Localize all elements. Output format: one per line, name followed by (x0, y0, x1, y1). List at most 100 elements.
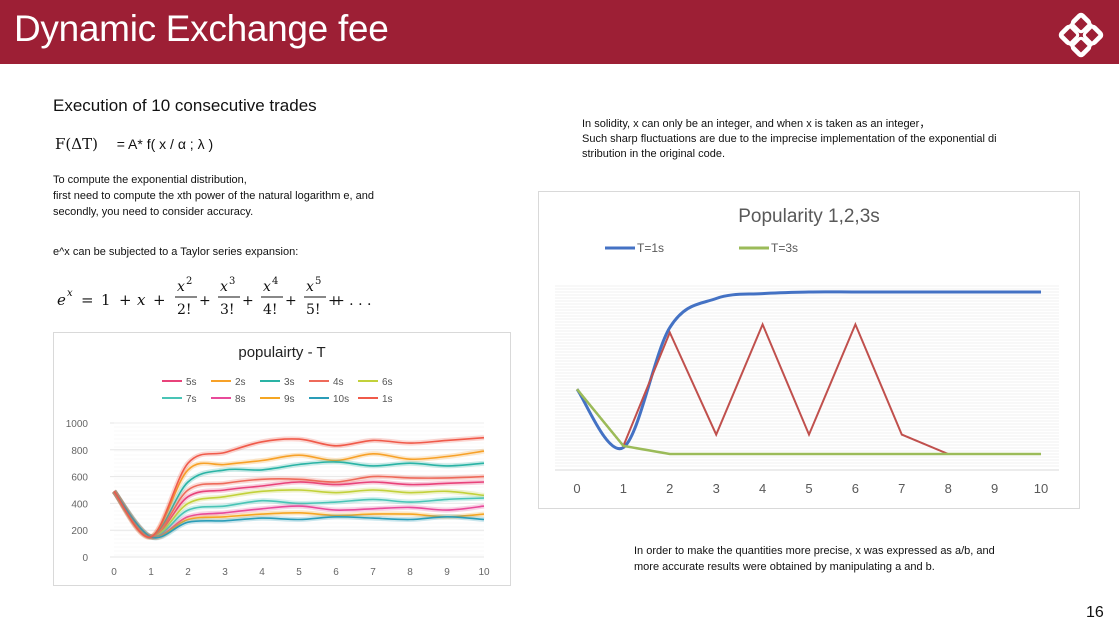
taylor-one: 1 (101, 291, 111, 309)
y-tick-label: 800 (71, 446, 88, 457)
legend-label: 10s (333, 394, 349, 405)
taylor-term-den: 4! (263, 302, 278, 318)
taylor-plus: + (285, 293, 297, 309)
legend-label: 8s (235, 394, 246, 405)
x-tick-label: 5 (805, 481, 812, 496)
series-line-7s (113, 490, 485, 538)
series-line-t3s (576, 388, 1041, 456)
taylor-equals: = (81, 291, 94, 309)
x-tick-label: 3 (222, 567, 228, 578)
y-tick-label: 200 (71, 526, 88, 537)
taylor-intro: e^x can be subjected to a Taylor series … (53, 246, 299, 258)
taylor-term-base: x (263, 279, 271, 295)
note-line: Such sharp fluctuations are due to the i… (582, 133, 997, 145)
taylor-lhs-exp: x (67, 288, 73, 299)
taylor-term-exp: 5 (315, 276, 321, 287)
y-tick-label: 1000 (66, 419, 89, 430)
solidity-note: In solidity, x can only be an integer, a… (582, 117, 997, 162)
chart-title: populairty - T (238, 344, 325, 361)
popularity-123s-chart: Popularity 1,2,3s T=1s T=3s 0 1 2 3 4 5 6 7 8 9 10 (538, 191, 1080, 509)
x-tick-label: 4 (259, 567, 265, 578)
taylor-term-base: x (306, 279, 314, 295)
taylor-plus: + (328, 293, 340, 309)
popularity-t-chart: populairty - T 5s 2s 3s 4s 6s 7s 8s 9s 10s 1s 0 200 4… (53, 332, 511, 586)
series-line-1s (113, 436, 485, 538)
taylor-plus: + (242, 293, 254, 309)
section-subtitle: Execution of 10 consecutive trades (53, 96, 317, 115)
x-tick-label: 2 (666, 481, 673, 496)
series-line-8s (113, 490, 485, 539)
legend-label: T=3s (771, 241, 798, 255)
taylor-term-den: 5! (306, 302, 321, 318)
x-tick-label: 3 (713, 481, 720, 496)
x-tick-label: 6 (333, 567, 339, 578)
x-tick-label: 9 (991, 481, 998, 496)
fee-formula: F(ΔT) = A* f( x / α ; λ ) (55, 135, 213, 153)
intro-line: To compute the exponential distribution, (53, 174, 247, 186)
header-bar: Dynamic Exchange fee (0, 0, 1119, 64)
intro-line: first need to compute the xth power of t… (53, 190, 375, 202)
taylor-ellipsis: + . . . (333, 293, 371, 309)
series-line-4s (113, 475, 485, 538)
taylor-term-exp: 4 (272, 276, 278, 287)
precision-line: In order to make the quantities more pre… (634, 545, 995, 557)
legend-label: 9s (284, 394, 295, 405)
y-tick-label: 0 (82, 553, 88, 564)
x-tick-label: 10 (1034, 481, 1048, 496)
taylor-plus: + (199, 293, 211, 309)
x-tick-label: 6 (852, 481, 859, 496)
x-tick-label: 1 (620, 481, 627, 496)
taylor-x: x (137, 291, 146, 309)
series-line-6s (113, 489, 485, 538)
taylor-term-base: x (220, 279, 228, 295)
x-tick-label: 4 (759, 481, 766, 496)
popularity-t-chart-svg: populairty - T 5s 2s 3s 4s 6s 7s 8s 9s 10s 1s 0 200 4… (66, 344, 490, 578)
x-tick-label: 0 (573, 481, 580, 496)
taylor-term-den: 3! (220, 302, 235, 318)
x-tick-label: 8 (407, 567, 413, 578)
x-tick-label: 8 (945, 481, 952, 496)
x-tick-label: 7 (898, 481, 905, 496)
y-tick-label: 600 (71, 473, 88, 484)
y-tick-label: 400 (71, 499, 88, 510)
legend-label: T=1s (637, 241, 664, 255)
legend-label: 5s (186, 377, 197, 388)
series-line-10s (113, 490, 485, 539)
taylor-term-den: 2! (177, 302, 192, 318)
series-line-3s (113, 461, 485, 538)
popularity-123s-chart-svg: Popularity 1,2,3s T=1s T=3s 0 1 2 3 4 5 6 7 8 9 10 (555, 206, 1059, 496)
slide-title: Dynamic Exchange fee (14, 8, 389, 49)
legend-label: 3s (284, 377, 295, 388)
x-tick-label: 7 (370, 567, 376, 578)
precision-note: In order to make the quantities more pre… (634, 543, 995, 575)
chart-title: Popularity 1,2,3s (738, 206, 880, 227)
precision-line: more accurate results were obtained by m… (634, 561, 935, 573)
intro-paragraph: To compute the exponential distribution,… (53, 172, 374, 220)
intro-line: secondly, you need to consider accuracy. (53, 206, 254, 218)
legend-label: 4s (333, 377, 344, 388)
page-number: 16 (1086, 604, 1104, 621)
x-tick-label: 0 (111, 567, 117, 578)
legend-label: 1s (382, 394, 393, 405)
taylor-plus: + (119, 291, 132, 309)
formula-lhs: F(ΔT) (55, 135, 98, 153)
x-tick-label: 9 (444, 567, 450, 578)
series-line-9s (113, 490, 485, 539)
x-tick-label: 1 (148, 567, 154, 578)
series-line-2s (113, 450, 485, 538)
x-tick-label: 2 (185, 567, 191, 578)
x-tick-label: 10 (478, 567, 490, 578)
taylor-term-exp: 3 (229, 276, 235, 287)
formula-rhs: = A* f( x / α ; λ ) (116, 136, 214, 152)
legend-label: 2s (235, 377, 246, 388)
note-line: In solidity, x can only be an integer, a… (582, 118, 931, 130)
diamond-knot-logo-icon (1058, 12, 1104, 58)
taylor-term-exp: 2 (186, 276, 192, 287)
note-line: stribution in the original code. (582, 148, 726, 160)
x-tick-label: 5 (296, 567, 302, 578)
taylor-plus: + (153, 291, 166, 309)
series-line-t1s (575, 290, 1041, 451)
series-line-5s (113, 481, 485, 538)
taylor-lhs-base: e (57, 291, 66, 309)
taylor-term-base: x (177, 279, 185, 295)
